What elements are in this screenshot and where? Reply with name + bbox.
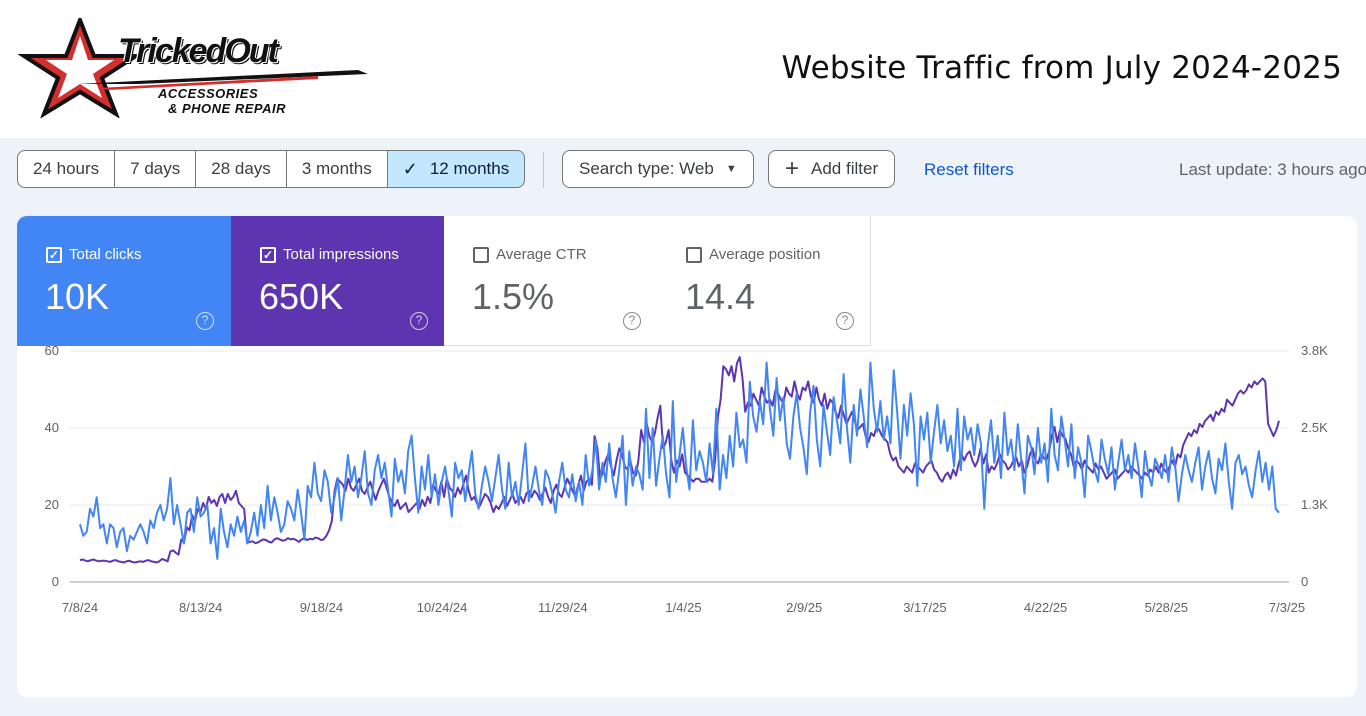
caret-down-icon: ▼ <box>725 163 737 175</box>
x-tick-label: 2/9/25 <box>786 600 822 615</box>
y-left-tick-label: 20 <box>45 497 59 512</box>
y-right-tick-label: 3.8K <box>1301 346 1328 358</box>
add-filter-label: Add filter <box>811 159 879 178</box>
metric-value: 14.4 <box>685 276 756 317</box>
impressions-series-line <box>79 356 1280 564</box>
range-28-days[interactable]: 28 days <box>196 150 287 188</box>
y-left-tick-label: 60 <box>45 346 59 358</box>
metric-total-clicks[interactable]: ✓ Total clicks 10K ? <box>17 216 231 346</box>
help-circle-icon[interactable]: ? <box>196 312 214 330</box>
help-circle-icon[interactable]: ? <box>410 312 428 330</box>
x-tick-label: 3/17/25 <box>903 600 946 615</box>
metric-label: Total clicks <box>69 246 142 263</box>
x-tick-label: 10/24/24 <box>417 600 468 615</box>
x-tick-label: 11/29/24 <box>538 600 588 615</box>
range-3-months[interactable]: 3 months <box>286 150 388 188</box>
checkbox-checked-icon: ✓ <box>46 247 62 263</box>
help-circle-icon[interactable]: ? <box>623 312 641 330</box>
metric-value: 650K <box>259 276 344 317</box>
x-tick-label: 4/22/25 <box>1024 600 1067 615</box>
clicks-series-line <box>79 361 1280 560</box>
star-logo-icon <box>18 18 368 118</box>
add-filter-button[interactable]: + Add filter <box>768 150 896 188</box>
performance-chart[interactable]: ClicksImpressions00201.3K402.5K603.8K7/8… <box>17 346 1357 697</box>
y-left-tick-label: 0 <box>52 574 59 589</box>
metric-average-position[interactable]: Average position 14.4 ? <box>657 216 871 346</box>
metric-value: 1.5% <box>472 276 555 317</box>
checkbox-checked-icon: ✓ <box>260 247 276 263</box>
logo-subtitle-line2: & PHONE REPAIR <box>168 101 286 116</box>
reset-filters-link[interactable]: Reset filters <box>924 160 1014 179</box>
range-12-months[interactable]: ✓ 12 months <box>387 150 526 188</box>
metric-average-ctr[interactable]: Average CTR 1.5% ? <box>444 216 658 346</box>
x-tick-label: 1/4/25 <box>665 600 701 615</box>
logo-wordmark: TrickedOut <box>118 32 279 70</box>
trickedout-logo: TrickedOut ACCESSORIES & PHONE REPAIR <box>18 18 378 118</box>
logo-subtitle-line1: ACCESSORIES <box>158 86 259 101</box>
performance-card: ✓ Total clicks 10K ? ✓ Total impressions… <box>17 216 1357 697</box>
range-12-months-label: 12 months <box>429 159 510 178</box>
metric-total-impressions[interactable]: ✓ Total impressions 650K ? <box>231 216 445 346</box>
metric-label: Average position <box>709 246 821 263</box>
y-right-tick-label: 1.3K <box>1301 497 1328 512</box>
y-right-tick-label: 0 <box>1301 574 1308 589</box>
metric-value: 10K <box>45 276 110 317</box>
checkbox-unchecked-icon <box>473 247 489 263</box>
filter-divider <box>543 152 544 188</box>
check-icon: ✓ <box>402 158 418 179</box>
page-title: Website Traffic from July 2024-2025 <box>781 50 1342 86</box>
range-7-days[interactable]: 7 days <box>115 150 197 188</box>
y-right-tick-label: 2.5K <box>1301 420 1328 435</box>
y-left-tick-label: 40 <box>45 420 59 435</box>
search-type-dropdown[interactable]: Search type: Web ▼ <box>562 150 754 188</box>
metric-label: Total impressions <box>283 246 399 263</box>
metric-label: Average CTR <box>496 246 587 263</box>
report-header: TrickedOut ACCESSORIES & PHONE REPAIR We… <box>0 0 1366 138</box>
date-range-selector: 24 hours 7 days 28 days 3 months ✓ 12 mo… <box>17 150 526 188</box>
x-tick-label: 7/3/25 <box>1269 600 1305 615</box>
range-24-hours[interactable]: 24 hours <box>17 150 116 188</box>
x-tick-label: 8/13/24 <box>179 600 222 615</box>
last-update-text: Last update: 3 hours ago <box>1179 160 1366 179</box>
help-circle-icon[interactable]: ? <box>836 312 854 330</box>
plus-icon: + <box>785 155 800 182</box>
search-type-label: Search type: Web <box>579 159 714 178</box>
checkbox-unchecked-icon <box>686 247 702 263</box>
x-tick-label: 9/18/24 <box>300 600 343 615</box>
x-tick-label: 5/28/25 <box>1145 600 1188 615</box>
x-tick-label: 7/8/24 <box>62 600 98 615</box>
search-console-panel: 24 hours 7 days 28 days 3 months ✓ 12 mo… <box>0 138 1366 716</box>
